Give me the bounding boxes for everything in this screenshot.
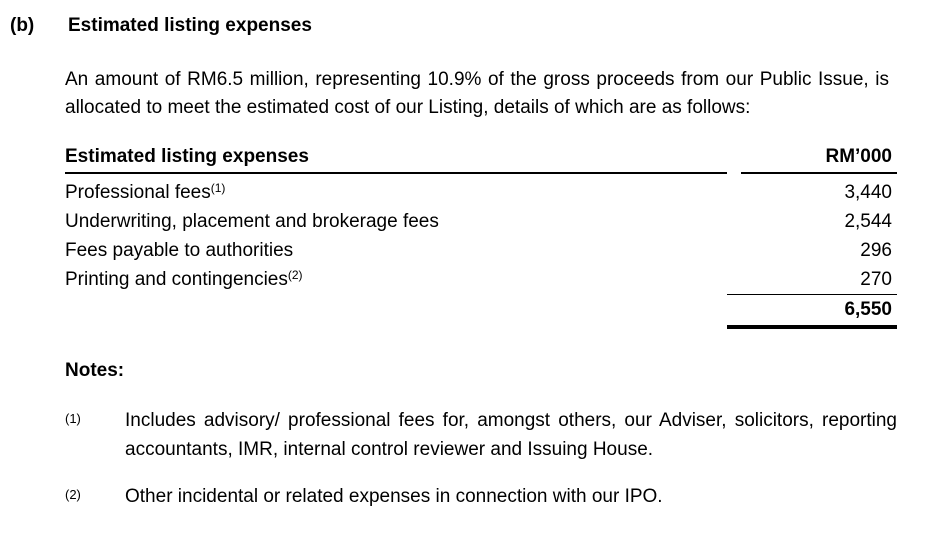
table-header-row: Estimated listing expenses RM’000 bbox=[65, 144, 897, 174]
table-total-row: 6,550 bbox=[65, 294, 897, 329]
note-marker: (2) bbox=[65, 487, 81, 502]
table-row: Professional fees(1) 3,440 bbox=[65, 178, 897, 207]
section-title: Estimated listing expenses bbox=[68, 15, 312, 36]
row-label: Professional fees(1) bbox=[65, 178, 727, 207]
total-amount: 6,550 bbox=[727, 294, 897, 329]
table-header-amount-wrap: RM’000 bbox=[727, 144, 897, 174]
notes-heading: Notes: bbox=[65, 360, 125, 381]
row-amount: 2,544 bbox=[844, 211, 892, 232]
row-amount: 270 bbox=[860, 269, 892, 290]
row-label: Printing and contingencies(2) bbox=[65, 265, 727, 294]
row-label: Underwriting, placement and brokerage fe… bbox=[65, 207, 727, 236]
section-label: (b) bbox=[10, 15, 35, 36]
row-label: Fees payable to authorities bbox=[65, 236, 727, 265]
intro-paragraph: An amount of RM6.5 million, representing… bbox=[65, 69, 889, 118]
row-label-text: Professional fees bbox=[65, 182, 211, 203]
expenses-table: Estimated listing expenses RM’000 Profes… bbox=[65, 144, 897, 329]
note-marker: (1) bbox=[65, 411, 81, 426]
row-amount: 3,440 bbox=[844, 182, 892, 203]
row-label-text: Printing and contingencies bbox=[65, 269, 288, 290]
table-header-description: Estimated listing expenses bbox=[65, 144, 727, 174]
table-body: Professional fees(1) 3,440 Underwriting,… bbox=[65, 178, 897, 329]
section-heading: (b) Estimated listing expenses bbox=[10, 14, 929, 38]
note-item: (2) Other incidental or related expenses… bbox=[65, 482, 897, 511]
row-label-text: Underwriting, placement and brokerage fe… bbox=[65, 211, 439, 232]
note-text: Other incidental or related expenses in … bbox=[125, 486, 663, 507]
note-item: (1) Includes advisory/ professional fees… bbox=[65, 406, 897, 464]
row-label-text: Fees payable to authorities bbox=[65, 240, 294, 261]
table-row: Printing and contingencies(2) 270 bbox=[65, 265, 897, 294]
table-row: Fees payable to authorities 296 bbox=[65, 236, 897, 265]
note-text: Includes advisory/ professional fees for… bbox=[125, 410, 897, 460]
table-row: Underwriting, placement and brokerage fe… bbox=[65, 207, 897, 236]
footnote-ref: (1) bbox=[210, 181, 226, 195]
footnote-ref: (2) bbox=[287, 268, 303, 282]
table-header-amount: RM’000 bbox=[741, 144, 897, 174]
row-amount: 296 bbox=[860, 240, 892, 261]
